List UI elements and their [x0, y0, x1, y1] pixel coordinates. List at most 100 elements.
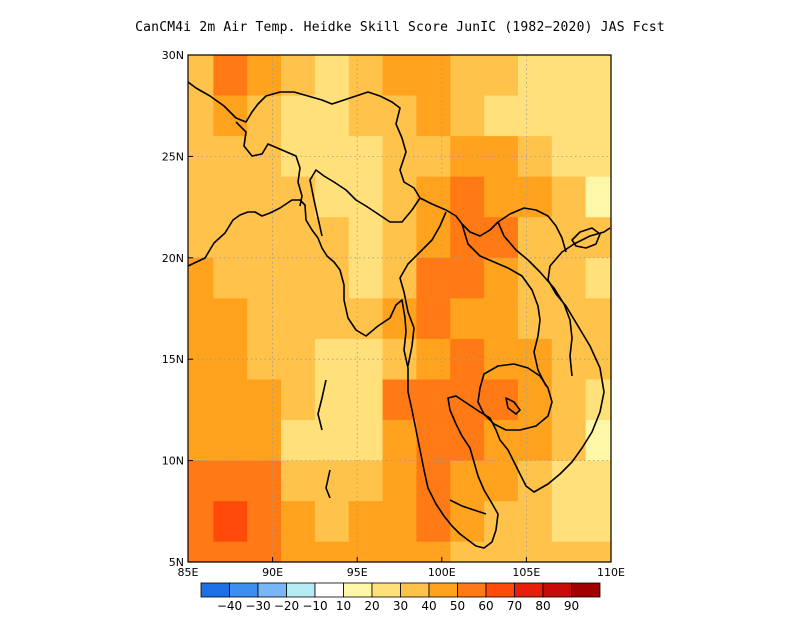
- lon-tick-label: 85E: [178, 566, 199, 579]
- heatmap-cell: [484, 501, 519, 543]
- colorbar-label: −30: [245, 599, 270, 613]
- heatmap-cell: [551, 136, 587, 178]
- colorbar-swatch: [400, 582, 430, 598]
- heatmap-cell: [281, 95, 316, 137]
- tonle-sap: [505, 397, 521, 415]
- heatmap-cell: [247, 176, 282, 218]
- lon-tick-label: 90E: [262, 566, 283, 579]
- heatmap-cell: [247, 55, 282, 97]
- heatmap-cell: [585, 95, 612, 137]
- heatmap-cell: [517, 55, 553, 97]
- heatmap-cell: [213, 541, 248, 563]
- border-thailand-malaysia: [449, 499, 487, 515]
- heatmap-cell: [247, 136, 282, 178]
- colorbar-swatch: [571, 582, 601, 598]
- heatmap-cell: [450, 420, 485, 462]
- heatmap-cell: [348, 460, 384, 502]
- colorbar: −40 −30 −20 −10 10 20 30 40 50 60 70 80 90: [200, 582, 601, 613]
- heatmap-cell: [348, 95, 384, 137]
- heatmap-cell: [281, 298, 316, 340]
- heatmap-cell: [188, 176, 214, 218]
- colorbar-swatch: [314, 582, 344, 598]
- coastline-mainland: [187, 199, 611, 549]
- colorbar-label: 40: [421, 599, 436, 613]
- heatmap-cell: [247, 257, 282, 299]
- heatmap-cell: [348, 501, 384, 543]
- islands-andaman: [317, 379, 331, 499]
- heatmap-cell: [551, 420, 587, 462]
- heatmap-cell: [247, 298, 282, 340]
- heatmap-cell: [247, 217, 282, 259]
- heatmap-cell: [247, 420, 282, 462]
- heatmap-cell: [484, 95, 519, 137]
- heatmap-cell: [416, 420, 451, 462]
- heatmap-cell: [484, 217, 519, 259]
- colorbar-label: 70: [507, 599, 522, 613]
- heatmap-cell: [281, 501, 316, 543]
- heatmap-cell: [450, 55, 485, 97]
- heatmap-cell: [551, 55, 587, 97]
- heatmap-cell: [382, 379, 418, 421]
- heatmap-cell: [484, 298, 519, 340]
- heatmap-cell: [484, 541, 519, 563]
- border-laos-thailand: [461, 223, 547, 387]
- heatmap-cell: [213, 298, 248, 340]
- heatmap-cell: [188, 501, 214, 543]
- heatmap-cell: [382, 55, 418, 97]
- heatmap-cell: [188, 55, 214, 97]
- heatmap-cell: [416, 379, 451, 421]
- heatmap-cell: [450, 176, 485, 218]
- lat-tick-label: 20N: [162, 252, 184, 265]
- heatmap-cell: [517, 298, 553, 340]
- border-india-myanmar: [307, 91, 421, 237]
- colorbar-swatch: [428, 582, 458, 598]
- heatmap-cell: [314, 95, 350, 137]
- heatmap-cell: [188, 95, 214, 137]
- heatmap-cell: [213, 420, 248, 462]
- heatmap-cell: [247, 460, 282, 502]
- heatmap-cell: [314, 55, 350, 97]
- heatmap-cell: [281, 257, 316, 299]
- heatmap-cell: [551, 217, 587, 259]
- heatmap-cell: [188, 420, 214, 462]
- border-laos-vietnam: [497, 221, 573, 377]
- heatmap-cell: [551, 176, 587, 218]
- heatmap-cell: [484, 460, 519, 502]
- heatmap-cell: [348, 55, 384, 97]
- heatmap-cell: [348, 176, 384, 218]
- colorbar-label: 60: [478, 599, 493, 613]
- lon-tick-label: 105E: [512, 566, 540, 579]
- heatmap-cell: [517, 541, 553, 563]
- heatmap-cell: [585, 55, 612, 97]
- colorbar-swatch: [286, 582, 316, 598]
- heatmap-cell: [517, 95, 553, 137]
- colorbar-swatch: [200, 582, 230, 598]
- heatmap-cell: [484, 257, 519, 299]
- heatmap-cell: [585, 420, 612, 462]
- heatmap-cell: [585, 541, 612, 563]
- heatmap-cell: [247, 95, 282, 137]
- heatmap-cell: [450, 298, 485, 340]
- heatmap-cell: [382, 541, 418, 563]
- heatmap-cell: [585, 501, 612, 543]
- heatmap-cell: [382, 95, 418, 137]
- heatmap-cell: [348, 298, 384, 340]
- heatmap-cell: [247, 379, 282, 421]
- heatmap-cell: [314, 176, 350, 218]
- heatmap-cell: [382, 176, 418, 218]
- heatmap-cell: [416, 460, 451, 502]
- heatmap-cell: [314, 420, 350, 462]
- heatmap-cell: [213, 55, 248, 97]
- heatmap-cell: [416, 541, 451, 563]
- colorbar-swatch: [371, 582, 401, 598]
- chart-title: CanCM4i 2m Air Temp. Heidke Skill Score …: [135, 20, 665, 35]
- colorbar-label: 80: [535, 599, 550, 613]
- colorbar-label: 30: [393, 599, 408, 613]
- heatmap-cell: [585, 257, 612, 299]
- heatmap-cell: [348, 257, 384, 299]
- lat-tick-label: 15N: [162, 353, 184, 366]
- colorbar-swatch: [542, 582, 572, 598]
- heatmap-cell: [188, 217, 214, 259]
- heatmap-cell: [450, 541, 485, 563]
- heatmap-cell: [213, 460, 248, 502]
